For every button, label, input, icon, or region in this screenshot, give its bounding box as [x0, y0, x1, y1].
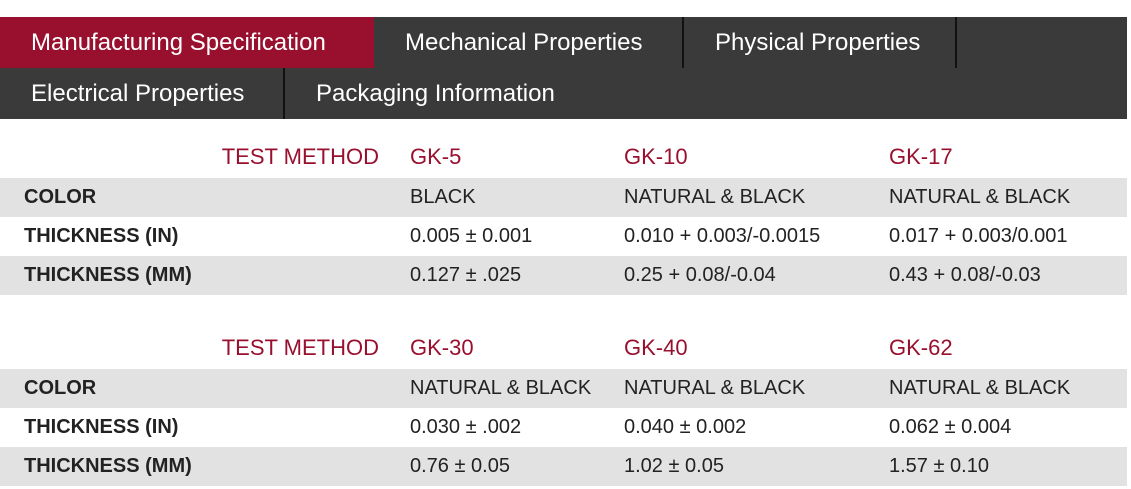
table-row: THICKNESS (MM) 0.127 ± .025 0.25 + 0.08/…	[0, 256, 1127, 295]
tab-mechanical-properties[interactable]: Mechanical Properties	[374, 17, 684, 68]
table-cell: 0.040 ± 0.002	[624, 416, 747, 438]
table-cell: 0.43 + 0.08/-0.03	[889, 264, 1041, 286]
table-cell: 1.02 ± 0.05	[624, 455, 724, 477]
table-header-row: TEST METHOD GK-30 GK-40 GK-62	[0, 328, 1127, 367]
table-row: THICKNESS (MM) 0.76 ± 0.05 1.02 ± 0.05 1…	[0, 447, 1127, 486]
column-header: GK-62	[889, 335, 953, 360]
row-label: COLOR	[24, 377, 97, 399]
row-label: COLOR	[24, 186, 97, 208]
table-cell: NATURAL & BLACK	[624, 377, 806, 399]
table-cell: BLACK	[410, 186, 476, 208]
table-row: THICKNESS (IN) 0.005 ± 0.001 0.010 + 0.0…	[0, 217, 1127, 256]
row-label: THICKNESS (MM)	[24, 264, 192, 286]
test-method-header: TEST METHOD	[221, 144, 379, 169]
column-header: GK-10	[624, 144, 688, 169]
table-cell: 0.127 ± .025	[410, 264, 522, 286]
tab-physical-properties[interactable]: Physical Properties	[684, 17, 957, 68]
table-cell: 0.062 ± 0.004	[889, 416, 1012, 438]
table-cell: NATURAL & BLACK	[410, 377, 592, 399]
table-cell: NATURAL & BLACK	[889, 377, 1071, 399]
table-cell: NATURAL & BLACK	[624, 186, 806, 208]
table-cell: 0.010 + 0.003/-0.0015	[624, 225, 821, 247]
table-cell: 0.76 ± 0.05	[410, 455, 510, 477]
row-label: THICKNESS (IN)	[24, 416, 179, 438]
row-label: THICKNESS (MM)	[24, 455, 192, 477]
table-row: THICKNESS (IN) 0.030 ± .002 0.040 ± 0.00…	[0, 408, 1127, 447]
tab-electrical-properties[interactable]: Electrical Properties	[0, 68, 285, 119]
table-cell: 0.017 + 0.003/0.001	[889, 225, 1068, 247]
tab-bar: Manufacturing Specification Mechanical P…	[0, 17, 1127, 119]
column-header: GK-30	[410, 335, 474, 360]
table-cell: 0.030 ± .002	[410, 416, 522, 438]
column-header: GK-40	[624, 335, 688, 360]
table-cell: 0.005 ± 0.001	[410, 225, 533, 247]
table-row: COLOR BLACK NATURAL & BLACK NATURAL & BL…	[0, 178, 1127, 217]
table-row: COLOR NATURAL & BLACK NATURAL & BLACK NA…	[0, 369, 1127, 408]
tab-manufacturing-specification[interactable]: Manufacturing Specification	[0, 17, 374, 68]
table-cell: 0.25 + 0.08/-0.04	[624, 264, 776, 286]
table-cell: 1.57 ± 0.10	[889, 455, 989, 477]
tab-packaging-information[interactable]: Packaging Information	[316, 80, 555, 107]
column-header: GK-17	[889, 144, 953, 169]
column-header: GK-5	[410, 144, 462, 169]
test-method-header: TEST METHOD	[221, 335, 379, 360]
table-cell: NATURAL & BLACK	[889, 186, 1071, 208]
row-label: THICKNESS (IN)	[24, 225, 179, 247]
table-header-row: TEST METHOD GK-5 GK-10 GK-17	[0, 137, 1127, 176]
